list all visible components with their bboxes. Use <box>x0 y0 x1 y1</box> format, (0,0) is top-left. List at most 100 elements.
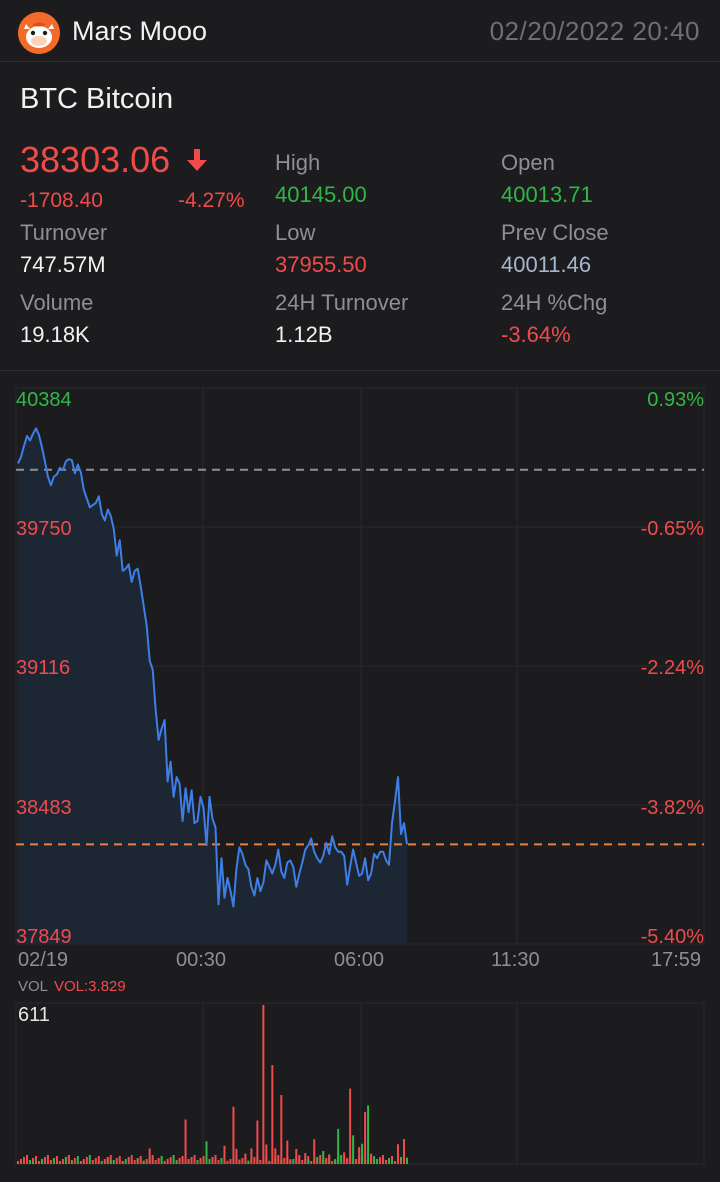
volume-bar <box>43 1162 46 1164</box>
stat-label-high: High <box>275 150 321 175</box>
volume-bar <box>199 1158 202 1164</box>
volume-bar <box>322 1150 325 1164</box>
volume-bar <box>175 1161 178 1164</box>
volume-bar <box>250 1148 253 1164</box>
volume-bar <box>307 1159 310 1164</box>
volume-bar <box>397 1144 400 1164</box>
volume-bar <box>151 1161 154 1164</box>
volume-bar <box>328 1154 331 1164</box>
stat-value-24h-turnover: 1.12B <box>275 322 333 347</box>
volume-bar <box>85 1157 88 1164</box>
ticker-title: BTC Bitcoin <box>20 83 174 115</box>
top-bar: Mars Mooo 02/20/2022 20:40 <box>0 0 720 62</box>
volume-bar <box>31 1161 34 1164</box>
price-area-fill <box>18 428 407 944</box>
volume-bar <box>169 1157 172 1164</box>
volume-bar <box>148 1148 151 1164</box>
volume-bar <box>166 1159 169 1164</box>
volume-bar <box>331 1161 334 1164</box>
stat-value-prev-close: 40011.46 <box>501 252 592 277</box>
volume-bar <box>208 1160 211 1164</box>
volume-bar <box>271 1065 274 1164</box>
volume-bar <box>130 1155 133 1164</box>
volume-bar <box>337 1128 340 1164</box>
stat-value-turnover: 747.57M <box>20 252 106 277</box>
volume-bar <box>34 1156 37 1164</box>
volume-bar <box>103 1159 106 1164</box>
stat-label-volume: Volume <box>20 290 94 315</box>
y-label-left-2: 39116 <box>16 657 71 679</box>
volume-bar <box>121 1161 124 1164</box>
price-line <box>17 427 408 908</box>
volume-bar <box>202 1156 205 1164</box>
volume-bar <box>187 1160 190 1164</box>
volume-bar <box>253 1157 256 1164</box>
stat-label-24h-turnover: 24H Turnover <box>275 290 409 315</box>
volume-bar <box>97 1161 100 1164</box>
volume-bar <box>109 1160 112 1164</box>
quote-panel: BTC Bitcoin 38303.06 -1708.40 -4.27% Hig… <box>0 63 720 368</box>
volume-bar <box>160 1156 163 1164</box>
volume-bar <box>130 1161 133 1164</box>
x-label-3: 11:30 <box>491 949 540 971</box>
volume-bar <box>301 1160 304 1164</box>
price-chart[interactable] <box>0 372 720 1182</box>
volume-bar <box>133 1160 136 1164</box>
volume-bar <box>223 1145 226 1164</box>
datetime: 02/20/2022 20:40 <box>489 16 700 46</box>
volume-bar <box>79 1161 82 1164</box>
volume-bar <box>361 1143 364 1164</box>
volume-bar <box>118 1156 121 1164</box>
volume-bar <box>58 1161 61 1164</box>
stat-value-open: 40013.71 <box>501 182 593 207</box>
volume-bar <box>373 1156 376 1164</box>
volume-bar <box>268 1160 271 1164</box>
volume-bar <box>349 1088 352 1164</box>
stat-label-low: Low <box>275 220 316 245</box>
volume-bar <box>304 1153 307 1164</box>
volume-bar <box>97 1156 100 1164</box>
volume-bar <box>193 1155 196 1164</box>
price-chart-panel[interactable]: 40384 39750 39116 38483 37849 0.93% -0.6… <box>0 372 720 1182</box>
volume-bar <box>157 1158 160 1164</box>
volume-bar <box>217 1161 220 1164</box>
stat-value-low: 37955.50 <box>275 252 367 277</box>
volume-bar <box>199 1161 202 1164</box>
x-label-2: 06:00 <box>334 949 385 971</box>
volume-bar <box>55 1156 58 1164</box>
volume-bar <box>256 1120 259 1164</box>
volume-bar <box>28 1160 31 1164</box>
volume-bar <box>61 1159 64 1164</box>
volume-bar <box>67 1155 70 1164</box>
y-label-left-1: 39750 <box>16 518 72 540</box>
app-name: Mars Mooo <box>72 16 208 46</box>
volume-bar <box>316 1157 319 1164</box>
volume-bar <box>49 1160 52 1164</box>
y-label-right-0: 0.93% <box>647 389 704 411</box>
volume-bar <box>52 1158 55 1164</box>
volume-bar <box>151 1155 154 1164</box>
volume-bar <box>400 1160 403 1164</box>
x-label-1: 00:30 <box>176 949 227 971</box>
volume-bar <box>292 1159 295 1164</box>
volume-bar <box>379 1157 382 1164</box>
price-change: -1708.40 <box>20 189 103 212</box>
volume-bar <box>406 1157 408 1164</box>
x-label-4: 17:59 <box>651 949 702 971</box>
price-change-percent: -4.27% <box>178 189 245 212</box>
volume-bar <box>115 1158 118 1164</box>
volume-bar <box>82 1160 85 1164</box>
volume-bar <box>136 1158 139 1164</box>
cow-logo-icon <box>18 12 60 54</box>
section-divider <box>0 370 720 371</box>
volume-value: VOL:3.829 <box>54 978 126 995</box>
volume-bar <box>376 1159 379 1164</box>
volume-bar <box>295 1148 298 1164</box>
volume-bar <box>403 1139 406 1164</box>
last-price: 38303.06 <box>20 139 171 180</box>
volume-bar <box>238 1159 241 1164</box>
volume-bar <box>244 1153 247 1164</box>
volume-bar <box>391 1156 394 1164</box>
volume-bar <box>310 1161 313 1164</box>
stat-value-24h-chg: -3.64% <box>501 322 571 347</box>
